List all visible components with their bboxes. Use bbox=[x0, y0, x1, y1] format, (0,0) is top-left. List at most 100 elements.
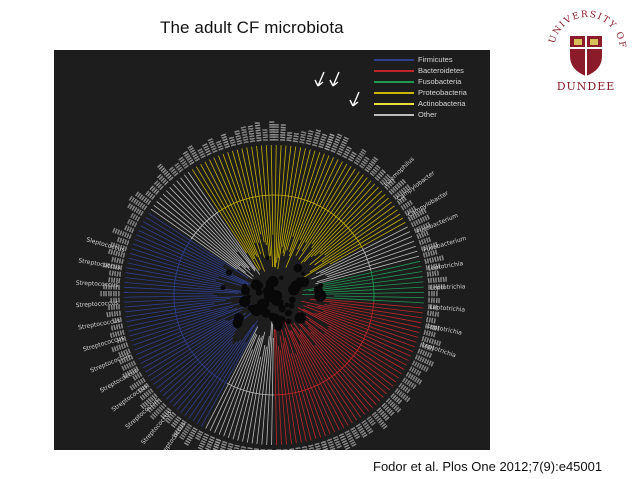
tree-branch bbox=[204, 161, 261, 270]
tree-branch bbox=[147, 312, 247, 377]
tree-core-node bbox=[290, 280, 302, 292]
tree-core-node bbox=[241, 286, 250, 296]
tree-branch bbox=[324, 304, 422, 324]
tree-branch bbox=[321, 209, 398, 263]
tree-branch bbox=[314, 190, 383, 257]
tree-branch bbox=[311, 174, 364, 245]
tree-branch bbox=[153, 317, 244, 385]
tree-branch bbox=[232, 150, 260, 243]
tree-branch bbox=[298, 171, 360, 260]
tree-branch bbox=[334, 295, 425, 298]
tree-leaf-mark: ‖‖‖‖‖ bbox=[108, 304, 121, 311]
tree-branch bbox=[323, 333, 394, 387]
tree-leaf-mark: ‖‖‖‖‖ bbox=[108, 277, 121, 284]
tree-branch bbox=[256, 145, 271, 260]
phylum-legend: Firmicutes Bacteroidetes Fusobacteria Pr… bbox=[374, 54, 467, 120]
tree-leaf-mark: ‖‖‖‖‖‖ bbox=[211, 438, 222, 450]
tree-core-node bbox=[268, 312, 277, 321]
tree-branch bbox=[241, 148, 262, 235]
tree-branch bbox=[218, 349, 253, 435]
tree-branch bbox=[324, 201, 392, 256]
tree-branch bbox=[176, 343, 234, 410]
tree-branch bbox=[205, 326, 259, 429]
tree-branch bbox=[274, 328, 277, 446]
tree-branch bbox=[329, 222, 406, 265]
tree-leaf-mark: ‖‖‖‖ bbox=[116, 336, 127, 345]
tree-branch bbox=[289, 155, 330, 257]
legend-item: Firmicutes bbox=[374, 54, 467, 65]
phylogenetic-tree-figure: ‖‖‖‖ ‖‖‖‖‖ ‖‖‖‖ ‖‖‖‖‖ ‖‖‖‖ ‖‖‖‖‖‖ ‖‖‖‖‖ ‖‖‖‖‖‖‖… bbox=[54, 50, 490, 467]
tree-leaf-mark: ‖‖‖‖‖ bbox=[201, 143, 212, 157]
tree-branch bbox=[150, 317, 242, 381]
tree-branch bbox=[308, 319, 397, 383]
tree-branch bbox=[143, 221, 224, 267]
tree-branch bbox=[162, 193, 254, 277]
tree-branch bbox=[311, 236, 413, 280]
tree-leaf-mark: ‖‖‖‖‖‖ bbox=[425, 263, 441, 271]
tree-core-node bbox=[294, 312, 307, 324]
tree-leaf-mark: ‖‖‖‖‖‖‖ bbox=[266, 449, 272, 450]
legend-swatch bbox=[374, 69, 414, 72]
highlight-arrow-icon bbox=[314, 71, 325, 87]
tree-branch bbox=[124, 298, 231, 308]
citation-text: Fodor et al. Plos One 2012;7(9):e45001 bbox=[373, 459, 603, 474]
tree-leaf-mark: ‖‖‖‖ bbox=[123, 225, 135, 235]
tree-core-node bbox=[278, 304, 286, 313]
tree-branch bbox=[282, 148, 306, 254]
tree-branch bbox=[124, 286, 239, 294]
tree-branch bbox=[195, 166, 260, 271]
tree-leaf-mark: ‖‖‖‖‖‖‖ bbox=[247, 125, 255, 143]
tree-leaf-mark: ‖‖‖‖‖‖‖ bbox=[324, 133, 336, 151]
tree-branch bbox=[223, 334, 261, 437]
tree-branch bbox=[227, 337, 261, 439]
tree-branch bbox=[142, 320, 229, 369]
tree-branch bbox=[256, 336, 270, 445]
tree-branch bbox=[311, 177, 368, 248]
tree-branch bbox=[265, 145, 273, 268]
tree-branch bbox=[246, 345, 266, 443]
tree-branch bbox=[134, 303, 251, 351]
tree-branch bbox=[303, 305, 415, 348]
legend-item: Proteobacteria bbox=[374, 87, 467, 98]
tree-branch bbox=[128, 257, 217, 281]
tree-branch bbox=[297, 161, 343, 250]
tree-branch bbox=[282, 147, 302, 247]
tree-branch bbox=[301, 168, 356, 252]
tree-leaf-mark: ‖‖‖‖ bbox=[301, 446, 309, 450]
tree-leaf-mark: ‖‖‖‖‖‖‖ bbox=[103, 284, 121, 291]
tree-branch bbox=[303, 271, 423, 291]
tree-leaf-mark: ‖‖‖‖ bbox=[132, 371, 144, 381]
legend-label: Other bbox=[418, 110, 437, 119]
tree-branch bbox=[132, 243, 245, 285]
genus-label: Leptotrichia bbox=[429, 304, 465, 314]
tree-branch bbox=[153, 204, 253, 280]
tree-branch bbox=[292, 152, 321, 237]
tree-leaf-mark: ‖‖‖‖ bbox=[253, 448, 260, 450]
tree-branch bbox=[266, 323, 273, 445]
tree-branch bbox=[298, 311, 400, 379]
tree-core-node bbox=[256, 298, 269, 311]
tree-branch bbox=[315, 298, 424, 309]
tree-core-node bbox=[293, 263, 303, 273]
tree-leaf-mark: ‖‖‖‖‖‖‖‖ bbox=[268, 121, 274, 141]
tree-arc bbox=[370, 270, 375, 303]
tree-core-node bbox=[255, 288, 263, 296]
tree-branch bbox=[180, 341, 238, 413]
tree-branch bbox=[299, 333, 358, 421]
tree-leaf-mark: ‖‖‖‖ bbox=[228, 136, 236, 147]
tree-leaf-mark: ‖‖‖‖ bbox=[173, 162, 184, 174]
tree-branch bbox=[145, 216, 225, 265]
tree-branch bbox=[126, 302, 232, 323]
tree-core-node bbox=[261, 308, 271, 318]
tree-arc bbox=[217, 194, 363, 249]
tree-branch bbox=[140, 225, 233, 274]
tree-branch bbox=[283, 149, 311, 257]
tree-branch bbox=[290, 352, 317, 440]
tree-leaf-mark: ‖‖‖‖‖‖ bbox=[275, 449, 281, 450]
tree-leaf-mark: ‖‖‖‖‖‖ bbox=[305, 130, 314, 146]
legend-swatch bbox=[374, 102, 414, 105]
tree-branch bbox=[270, 144, 274, 235]
genus-label: Streptococcus bbox=[76, 300, 119, 310]
tree-branch bbox=[214, 334, 258, 433]
tree-branch bbox=[309, 197, 389, 266]
